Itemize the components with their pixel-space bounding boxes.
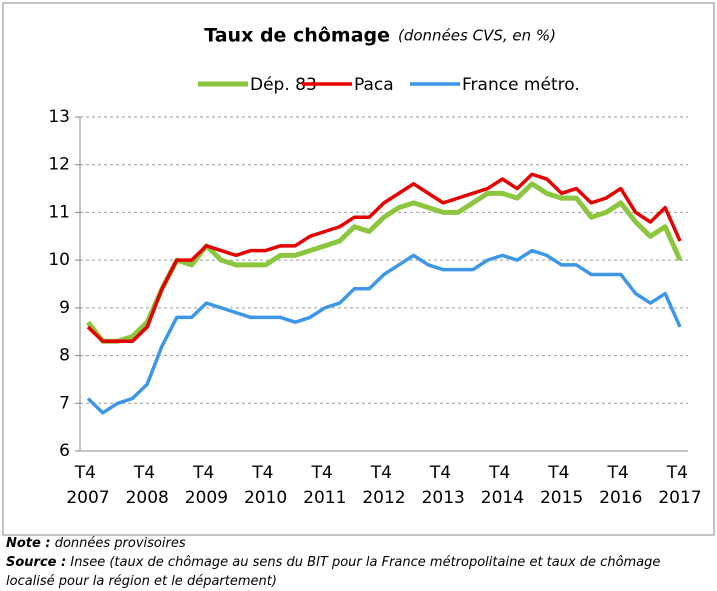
chart-title: Taux de chômage	[204, 25, 390, 47]
chart-frame	[2, 2, 715, 536]
y-tick-label: 10	[48, 250, 70, 270]
x-tick-label: T4 2014	[481, 463, 524, 508]
x-tick-label: T4 2008	[126, 463, 169, 508]
y-tick-label: 7	[59, 393, 70, 413]
x-tick-label: T4 2007	[66, 463, 109, 508]
x-tick-label: T4 2015	[540, 463, 583, 508]
note-label: Note :	[6, 536, 51, 551]
note-label: Source :	[6, 555, 67, 570]
legend-label: Paca	[354, 75, 394, 95]
x-tick-label: T4 2010	[244, 463, 287, 508]
y-tick-label: 12	[48, 155, 70, 175]
x-tick-label: T4 2013	[422, 463, 465, 508]
y-tick-label: 11	[48, 202, 70, 222]
note-text: Insee (taux de chômage au sens du BIT po…	[6, 555, 661, 589]
x-tick-label: T4 2012	[362, 463, 405, 508]
y-tick-label: 6	[59, 441, 70, 461]
y-tick-label: 13	[48, 107, 70, 127]
x-tick-label: T4 2016	[599, 463, 642, 508]
note: Note : données provisoires	[6, 534, 666, 553]
y-tick-label: 9	[59, 298, 70, 318]
x-tick-label: T4 2017	[658, 463, 701, 508]
series-line	[86, 248, 682, 415]
x-tick-label: T4 2011	[303, 463, 346, 508]
y-tick-label: 8	[59, 346, 70, 366]
chart: Taux de chômage (données CVS, en %) 6 7 8 9…	[2, 2, 715, 536]
legend-label: France métro.	[462, 75, 580, 95]
series-line	[86, 181, 683, 344]
chart-subtitle: (données CVS, en %)	[398, 27, 556, 45]
notes: Note : données provisoires Source : Insee…	[6, 534, 666, 591]
x-tick-label: T4 2009	[185, 463, 228, 508]
note-text: données provisoires	[54, 536, 186, 551]
legend-label: Dép. 83	[250, 75, 317, 95]
series-line	[86, 172, 682, 344]
note: Source : Insee (taux de chômage au sens …	[6, 553, 666, 591]
